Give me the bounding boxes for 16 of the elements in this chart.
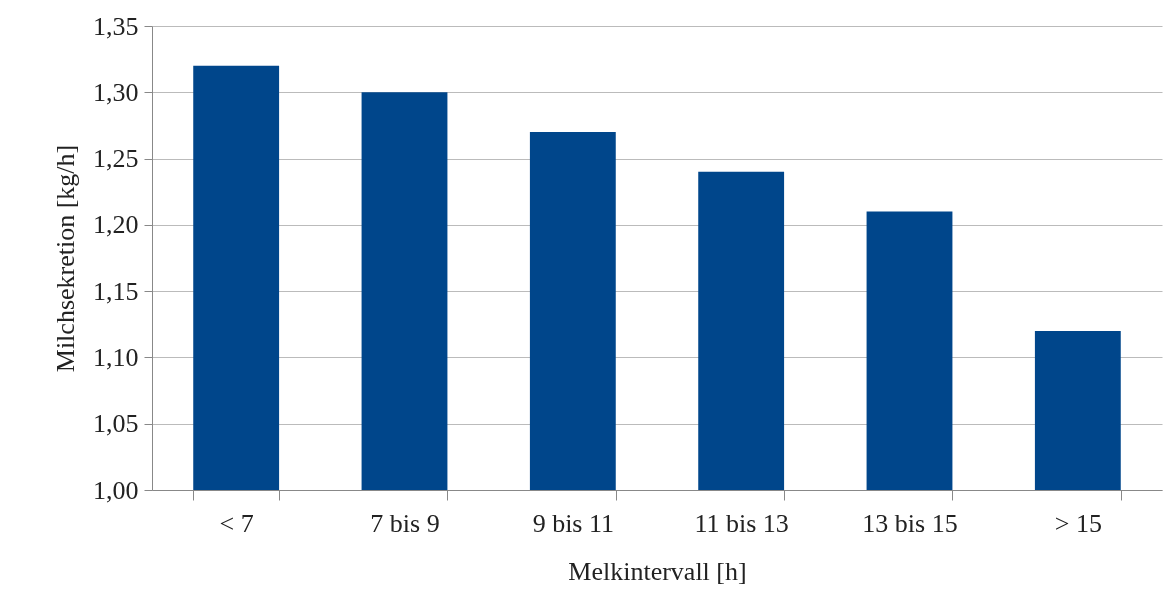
x-tick-label: 9 bis 11: [532, 508, 615, 538]
x-tick-label: 11 bis 13: [694, 508, 789, 538]
y-tick-label: 1,20: [93, 210, 139, 240]
x-tick-label: < 7: [219, 508, 254, 538]
y-tick-label: 1,00: [93, 475, 139, 505]
x-tick-label: > 15: [1054, 508, 1102, 538]
y-tick-label: 1,05: [93, 409, 139, 439]
x-axis-title: Melkintervall [h]: [568, 556, 747, 586]
x-tick-label: 7 bis 9: [370, 508, 440, 538]
y-tick-label: 1,10: [93, 342, 139, 372]
x-tick-label: 13 bis 15: [862, 508, 958, 538]
y-tick-label: 1,30: [93, 77, 139, 107]
y-axis-title: Milchsekretion [kg/h]: [51, 144, 80, 373]
y-tick-label: 1,35: [93, 11, 139, 41]
y-tick-label: 1,25: [93, 144, 139, 174]
y-tick-label: 1,15: [93, 276, 139, 306]
